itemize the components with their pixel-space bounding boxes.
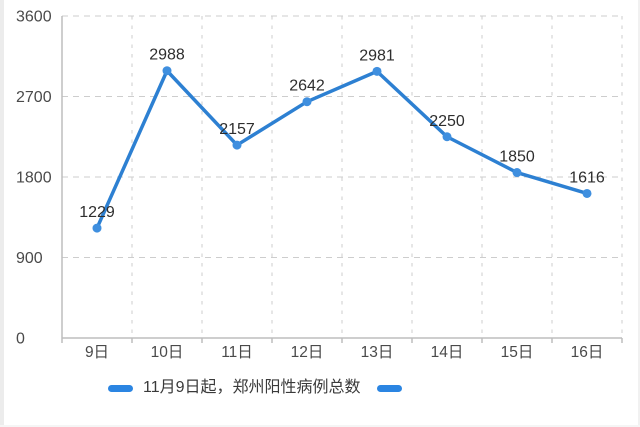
svg-text:0: 0 (16, 331, 25, 348)
svg-text:9日: 9日 (85, 344, 109, 361)
svg-text:2700: 2700 (16, 89, 52, 106)
legend-line-marker-right (376, 384, 402, 392)
svg-text:1850: 1850 (499, 149, 535, 166)
bottom-edge-shade (0, 425, 640, 427)
svg-text:12日: 12日 (291, 344, 324, 361)
svg-text:2988: 2988 (149, 47, 185, 64)
svg-text:16日: 16日 (571, 344, 604, 361)
svg-text:11日: 11日 (221, 344, 253, 361)
svg-text:1229: 1229 (79, 204, 115, 221)
svg-text:2157: 2157 (219, 121, 255, 138)
svg-text:13日: 13日 (361, 344, 394, 361)
svg-text:15日: 15日 (501, 344, 534, 361)
svg-text:900: 900 (16, 250, 43, 267)
svg-text:10日: 10日 (151, 344, 184, 361)
svg-text:3600: 3600 (16, 9, 52, 26)
legend-label: 11月9日起，郑州阳性病例总数 (143, 379, 361, 396)
svg-text:14日: 14日 (431, 344, 464, 361)
legend-line-marker-left (108, 384, 133, 392)
left-edge-shade (0, 0, 4, 427)
chart-legend[interactable]: 11月9日起，郑州阳性病例总数 (108, 380, 402, 396)
svg-text:2642: 2642 (289, 78, 325, 95)
right-edge-shade (638, 0, 640, 427)
svg-text:1800: 1800 (16, 170, 52, 187)
svg-text:1616: 1616 (569, 169, 605, 186)
svg-text:2981: 2981 (359, 47, 395, 64)
svg-text:2250: 2250 (429, 113, 465, 130)
